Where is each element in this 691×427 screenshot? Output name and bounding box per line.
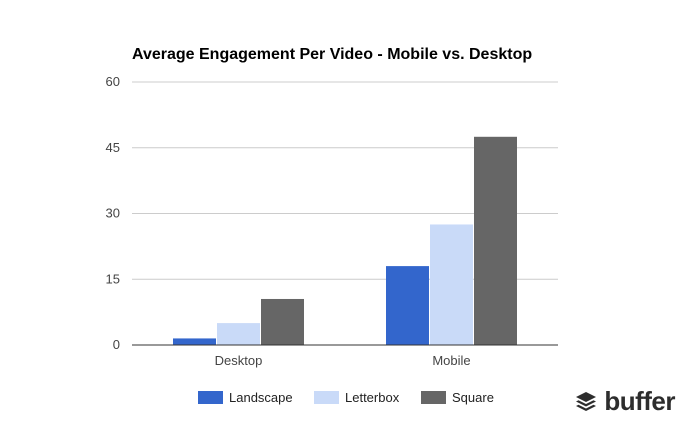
bars [173,136,517,345]
bar-letterbox-desktop [217,323,260,345]
legend: Landscape Letterbox Square [198,390,494,405]
legend-label-landscape: Landscape [229,390,293,405]
y-tick-label: 45 [106,140,120,155]
y-tick-label: 0 [113,337,120,352]
brand-logo: buffer [574,386,675,417]
legend-swatch-landscape [198,391,223,404]
legend-swatch-letterbox [314,391,339,404]
x-axis-ticks: Desktop Mobile [215,353,471,368]
bar-landscape-desktop [173,338,216,345]
bar-landscape-mobile [386,266,429,345]
legend-label-square: Square [452,390,494,405]
x-tick-label: Mobile [432,353,470,368]
bar-square-mobile [474,136,517,345]
y-tick-label: 15 [106,271,120,286]
bar-letterbox-mobile [430,224,473,345]
legend-swatch-square [421,391,446,404]
y-axis-ticks: 0 15 30 45 60 [106,74,120,352]
legend-label-letterbox: Letterbox [345,390,400,405]
chart-title: Average Engagement Per Video - Mobile vs… [132,46,532,63]
brand-name: buffer [604,386,675,416]
bar-square-desktop [261,298,304,345]
buffer-logo-icon [576,391,597,411]
y-tick-label: 30 [106,206,120,221]
x-tick-label: Desktop [215,353,263,368]
y-tick-label: 60 [106,74,120,89]
